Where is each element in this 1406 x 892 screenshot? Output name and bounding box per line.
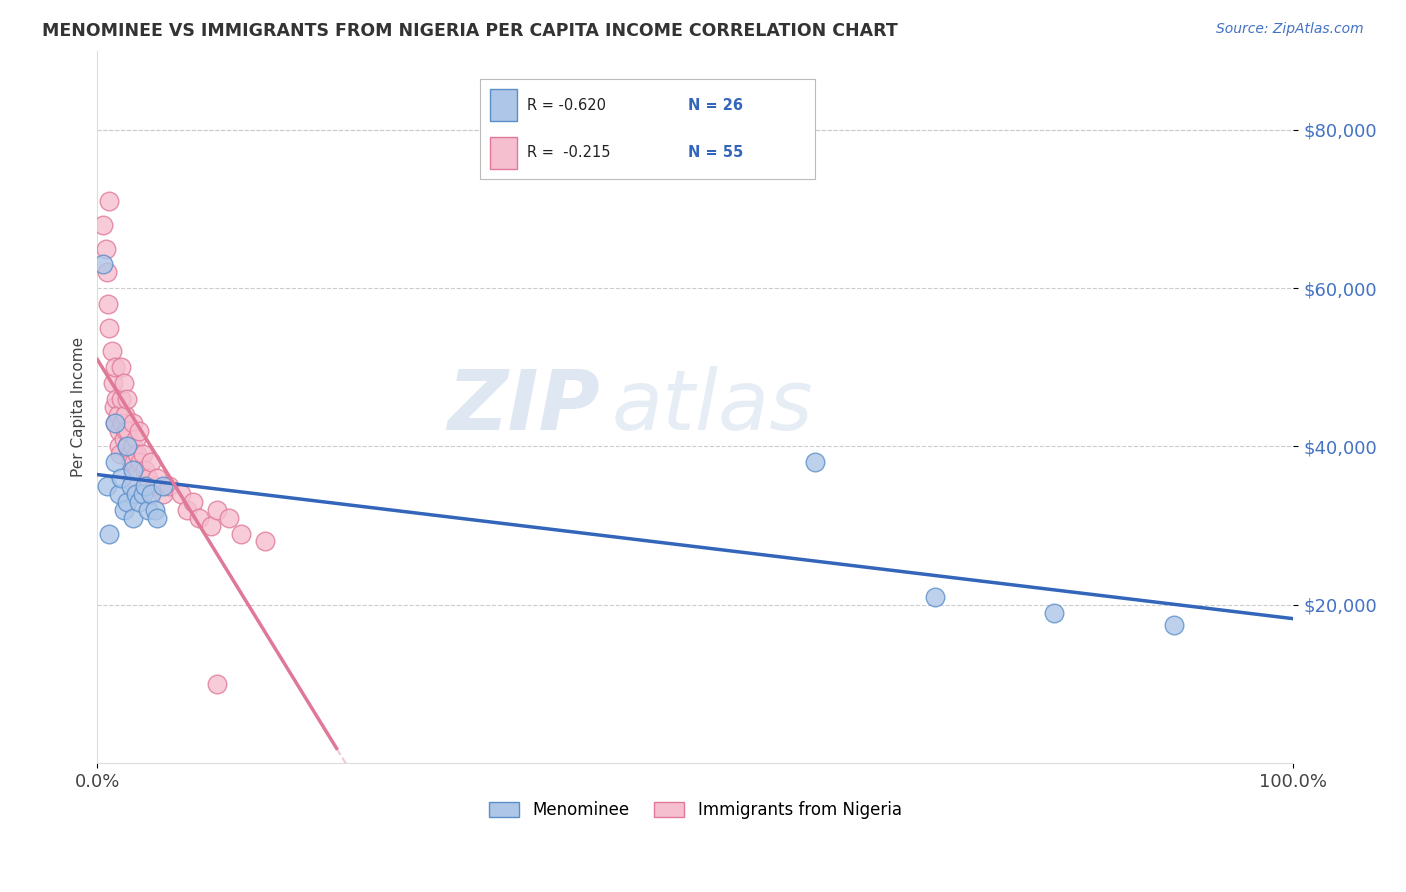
Point bbox=[105, 392, 128, 406]
Point bbox=[170, 487, 193, 501]
Point bbox=[134, 463, 156, 477]
Text: MENOMINEE VS IMMIGRANTS FROM NIGERIA PER CAPITA INCOME CORRELATION CHART: MENOMINEE VS IMMIGRANTS FROM NIGERIA PER… bbox=[42, 22, 898, 40]
Point bbox=[122, 510, 145, 524]
Point bbox=[98, 526, 121, 541]
Point bbox=[1163, 617, 1185, 632]
Point bbox=[146, 471, 169, 485]
Point bbox=[229, 526, 252, 541]
Point bbox=[110, 392, 132, 406]
Point bbox=[143, 479, 166, 493]
Point bbox=[117, 424, 139, 438]
Point bbox=[112, 376, 135, 391]
Point bbox=[124, 487, 146, 501]
Point bbox=[91, 218, 114, 232]
Point bbox=[200, 518, 222, 533]
Point bbox=[205, 677, 228, 691]
Point bbox=[181, 495, 204, 509]
Text: Source: ZipAtlas.com: Source: ZipAtlas.com bbox=[1216, 22, 1364, 37]
Point bbox=[104, 416, 127, 430]
Point bbox=[110, 360, 132, 375]
Point bbox=[91, 257, 114, 271]
Point bbox=[121, 471, 143, 485]
Point bbox=[111, 416, 134, 430]
Point bbox=[152, 487, 174, 501]
Point bbox=[115, 424, 138, 438]
Text: atlas: atlas bbox=[612, 367, 813, 448]
Point bbox=[94, 242, 117, 256]
Point bbox=[120, 479, 142, 493]
Point bbox=[98, 194, 121, 208]
Point bbox=[136, 471, 159, 485]
Point bbox=[132, 447, 155, 461]
Point bbox=[924, 590, 946, 604]
Point bbox=[141, 487, 163, 501]
Point bbox=[127, 463, 149, 477]
Point bbox=[114, 408, 136, 422]
Point bbox=[128, 424, 150, 438]
Point bbox=[108, 447, 131, 461]
Point bbox=[122, 440, 145, 454]
Point bbox=[112, 432, 135, 446]
Text: ZIP: ZIP bbox=[447, 367, 600, 448]
Legend: Menominee, Immigrants from Nigeria: Menominee, Immigrants from Nigeria bbox=[482, 795, 908, 826]
Point bbox=[134, 479, 156, 493]
Point bbox=[136, 503, 159, 517]
Point bbox=[101, 376, 124, 391]
Point bbox=[108, 424, 131, 438]
Point bbox=[107, 408, 129, 422]
Point bbox=[128, 495, 150, 509]
Point bbox=[125, 447, 148, 461]
Point bbox=[120, 455, 142, 469]
Point bbox=[98, 320, 121, 334]
Point bbox=[129, 455, 152, 469]
Point bbox=[104, 455, 127, 469]
Point bbox=[122, 416, 145, 430]
Point bbox=[218, 510, 240, 524]
Point bbox=[100, 344, 122, 359]
Point bbox=[96, 265, 118, 279]
Point bbox=[804, 455, 827, 469]
Point bbox=[103, 400, 125, 414]
Point bbox=[188, 510, 211, 524]
Point bbox=[104, 416, 127, 430]
Point bbox=[97, 297, 120, 311]
Point bbox=[152, 479, 174, 493]
Point bbox=[205, 503, 228, 517]
Point bbox=[118, 447, 141, 461]
Point bbox=[143, 503, 166, 517]
Point bbox=[117, 440, 139, 454]
Point bbox=[117, 440, 139, 454]
Point bbox=[108, 487, 131, 501]
Point bbox=[1043, 606, 1066, 620]
Point bbox=[117, 495, 139, 509]
Point bbox=[117, 392, 139, 406]
Point bbox=[122, 463, 145, 477]
Point bbox=[253, 534, 276, 549]
Point bbox=[146, 510, 169, 524]
Point bbox=[112, 503, 135, 517]
Point bbox=[157, 479, 180, 493]
Point bbox=[124, 455, 146, 469]
Point bbox=[124, 432, 146, 446]
Point bbox=[110, 471, 132, 485]
Point bbox=[132, 487, 155, 501]
Y-axis label: Per Capita Income: Per Capita Income bbox=[72, 337, 86, 477]
Point bbox=[104, 360, 127, 375]
Point bbox=[176, 503, 198, 517]
Point bbox=[108, 440, 131, 454]
Point bbox=[141, 455, 163, 469]
Point bbox=[96, 479, 118, 493]
